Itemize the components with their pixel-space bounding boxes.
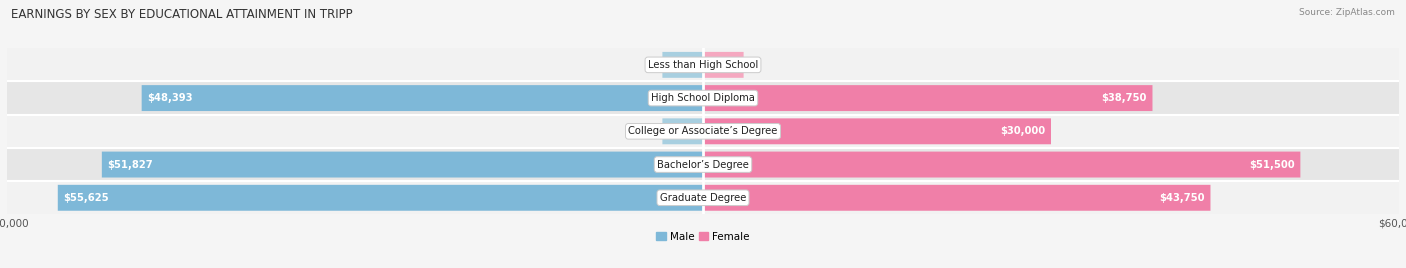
- Text: $51,500: $51,500: [1249, 159, 1295, 170]
- FancyBboxPatch shape: [7, 148, 1399, 181]
- Text: $48,393: $48,393: [148, 93, 193, 103]
- Text: $0: $0: [645, 60, 659, 70]
- FancyBboxPatch shape: [7, 181, 1399, 214]
- Text: $30,000: $30,000: [1000, 126, 1046, 136]
- Text: $43,750: $43,750: [1160, 193, 1205, 203]
- Legend: Male, Female: Male, Female: [652, 228, 754, 246]
- FancyBboxPatch shape: [101, 152, 703, 177]
- Text: Graduate Degree: Graduate Degree: [659, 193, 747, 203]
- FancyBboxPatch shape: [662, 118, 703, 144]
- FancyBboxPatch shape: [703, 85, 1153, 111]
- FancyBboxPatch shape: [7, 115, 1399, 148]
- FancyBboxPatch shape: [703, 185, 1211, 211]
- FancyBboxPatch shape: [7, 48, 1399, 81]
- Text: $51,827: $51,827: [107, 159, 153, 170]
- Text: EARNINGS BY SEX BY EDUCATIONAL ATTAINMENT IN TRIPP: EARNINGS BY SEX BY EDUCATIONAL ATTAINMEN…: [11, 8, 353, 21]
- FancyBboxPatch shape: [703, 152, 1301, 177]
- Text: Source: ZipAtlas.com: Source: ZipAtlas.com: [1299, 8, 1395, 17]
- FancyBboxPatch shape: [142, 85, 703, 111]
- FancyBboxPatch shape: [58, 185, 703, 211]
- Text: $38,750: $38,750: [1101, 93, 1147, 103]
- Text: College or Associate’s Degree: College or Associate’s Degree: [628, 126, 778, 136]
- Text: $55,625: $55,625: [63, 193, 110, 203]
- Text: High School Diploma: High School Diploma: [651, 93, 755, 103]
- FancyBboxPatch shape: [703, 52, 744, 78]
- Text: $0: $0: [645, 126, 659, 136]
- Text: $0: $0: [747, 60, 761, 70]
- FancyBboxPatch shape: [662, 52, 703, 78]
- Text: Less than High School: Less than High School: [648, 60, 758, 70]
- Text: Bachelor’s Degree: Bachelor’s Degree: [657, 159, 749, 170]
- FancyBboxPatch shape: [7, 81, 1399, 115]
- FancyBboxPatch shape: [703, 118, 1052, 144]
